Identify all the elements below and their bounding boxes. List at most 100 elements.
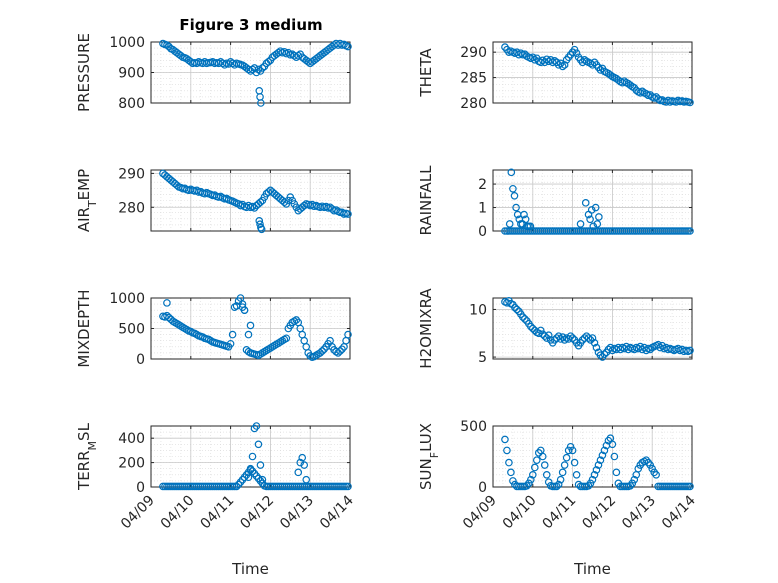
data-point — [612, 468, 621, 477]
subplot-3: 280 290 AIRTEMP — [75, 166, 352, 234]
data-point — [294, 51, 303, 60]
data-point — [527, 475, 535, 484]
data-point — [512, 203, 520, 212]
data-point — [507, 468, 515, 477]
y-axis-label: RAINFALL — [417, 165, 435, 236]
data-point — [344, 42, 352, 51]
data-point — [536, 58, 545, 67]
data-point — [588, 334, 597, 342]
data-point — [284, 48, 293, 57]
data-point — [501, 435, 509, 444]
data-point — [513, 305, 521, 314]
data-point — [503, 446, 511, 455]
data-point — [250, 204, 259, 212]
data-point — [600, 350, 609, 359]
data-point — [264, 58, 273, 66]
data-point — [527, 322, 535, 331]
data-point — [616, 345, 625, 354]
data-point — [590, 470, 599, 479]
data-point — [296, 458, 305, 467]
data-point — [568, 334, 577, 342]
y-tick-label: 1000 — [109, 35, 145, 51]
data-point — [589, 222, 598, 231]
y-axis-label: H2OMIXRA — [417, 288, 435, 369]
y-tick-label: 2 — [478, 177, 487, 193]
data-point — [560, 461, 569, 469]
x-tick-label: 04/13 — [619, 493, 659, 533]
data-point — [544, 478, 553, 486]
data-point — [246, 321, 255, 330]
x-tick-label: 04/12 — [579, 493, 619, 533]
data-point — [256, 220, 264, 229]
data-point — [558, 468, 567, 477]
data-point — [544, 331, 553, 339]
axes-frame — [150, 425, 351, 488]
data-point — [542, 470, 551, 479]
data-point — [510, 192, 519, 200]
x-tick-label: 04/12 — [237, 493, 277, 533]
data-point — [558, 62, 567, 71]
data-point — [280, 47, 289, 56]
data-point — [507, 168, 516, 177]
data-point — [520, 210, 528, 219]
data-point — [509, 477, 517, 485]
y-tick-label: 290 — [118, 166, 145, 182]
data-point — [570, 458, 579, 467]
y-tick-label: 0 — [136, 480, 145, 496]
y-tick-label: 1 — [478, 201, 487, 217]
data-point — [674, 344, 682, 353]
data-point — [528, 470, 537, 479]
data-point — [222, 194, 231, 203]
data-point — [542, 55, 551, 64]
y-axis-label: THETA — [417, 48, 435, 98]
y-axis-label: PRESSURE — [75, 33, 93, 112]
data-point — [226, 339, 235, 348]
data-point — [282, 334, 291, 343]
data-point — [591, 203, 600, 212]
data-point — [572, 470, 581, 479]
data-point — [592, 343, 601, 352]
subplot-7: 0 200 400 TERRMSL 04/09 04/10 04/11 04/12 04/13 0… — [75, 422, 357, 578]
data-point — [576, 220, 585, 228]
data-point — [298, 453, 307, 462]
x-axis-label: Time — [573, 560, 611, 578]
data-point — [318, 347, 326, 355]
data-point — [630, 345, 639, 354]
x-tick-label: 04/09 — [460, 493, 500, 533]
data-point — [596, 351, 605, 359]
data-point — [244, 473, 253, 482]
data-point — [552, 482, 561, 491]
data-point — [505, 220, 514, 228]
data-point — [302, 475, 311, 484]
data-point — [244, 330, 253, 339]
data-point — [686, 482, 694, 491]
axes-frame — [492, 41, 693, 104]
data-point — [336, 347, 344, 355]
y-tick-label: 800 — [118, 96, 145, 112]
data-point — [540, 332, 549, 340]
axes-frame — [150, 169, 351, 232]
data-point — [511, 303, 519, 312]
data-point — [608, 440, 617, 449]
data-point — [610, 452, 619, 461]
data-point — [642, 346, 651, 355]
y-tick-label: 1000 — [109, 291, 145, 307]
data-point — [519, 313, 527, 321]
data-point — [572, 49, 581, 57]
y-tick-label: 500 — [460, 419, 487, 435]
data-point — [280, 198, 289, 206]
data-point — [258, 64, 267, 72]
data-point — [344, 330, 352, 339]
data-point — [258, 475, 267, 484]
data-point — [594, 461, 603, 469]
data-point — [586, 215, 594, 224]
data-point — [556, 475, 565, 484]
y-tick-label: 280 — [460, 96, 487, 112]
data-point — [232, 482, 241, 491]
data-point — [234, 200, 243, 208]
data-point — [598, 451, 607, 460]
y-tick-label: 0 — [478, 480, 487, 496]
data-point — [163, 299, 171, 307]
data-point — [250, 64, 259, 72]
